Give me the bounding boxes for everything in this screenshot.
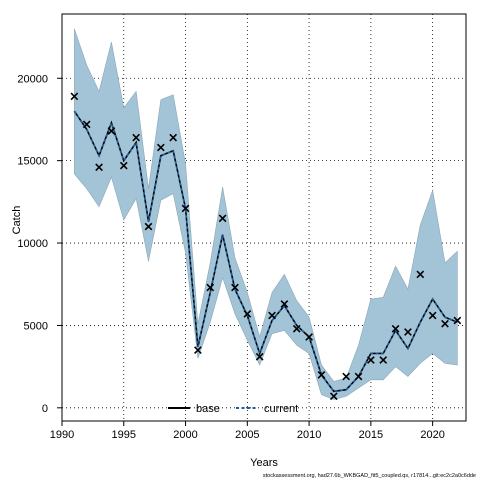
y-tick-label: 15000: [17, 156, 48, 168]
observed-point: [218, 214, 227, 223]
legend-label-base: base: [196, 403, 220, 415]
observed-point: [169, 133, 178, 142]
observed-point: [453, 316, 462, 325]
observed-point: [391, 324, 400, 333]
y-tick-label: 0: [42, 403, 48, 415]
observed-point: [367, 356, 375, 364]
observed-point: [231, 283, 239, 292]
footer-caption: stockassessment.org, had27.6b_WKBGAD_fit…: [262, 473, 476, 479]
y-tick-label: 20000: [17, 73, 48, 85]
observed-point: [70, 92, 79, 101]
y-tick-label: 5000: [24, 320, 48, 332]
y-tick-label: 10000: [17, 238, 48, 250]
observed-point: [416, 270, 425, 279]
x-tick-label: 2020: [420, 429, 444, 441]
observed-point: [243, 310, 252, 318]
series-line-current: [73, 110, 458, 393]
observed-point: [132, 133, 140, 142]
observed-point: [354, 372, 363, 381]
observed-point: [119, 161, 128, 170]
observed-points: [70, 92, 462, 401]
x-tick-label: 2005: [235, 429, 259, 441]
y-axis-label: Catch: [11, 206, 23, 235]
observed-point: [441, 319, 449, 328]
observed-point: [82, 120, 91, 129]
x-tick-label: 1995: [112, 429, 136, 441]
observed-point: [255, 352, 264, 361]
observed-point: [107, 127, 116, 135]
x-tick-label: 2015: [359, 429, 383, 441]
legend: base current: [168, 403, 298, 415]
observed-point: [317, 370, 326, 379]
observed-point: [292, 324, 301, 333]
x-tick-label: 2000: [173, 429, 197, 441]
observed-point: [379, 356, 388, 364]
y-axis: 0 5000 10000 15000 20000: [17, 73, 63, 415]
legend-label-current: current: [264, 403, 298, 415]
observed-point: [206, 283, 215, 292]
observed-point: [95, 163, 103, 172]
observed-point: [194, 346, 202, 355]
observed-point: [280, 300, 289, 308]
x-axis: 1990 1995 2000 2005 2010 2015 2020: [50, 420, 445, 441]
observed-point: [181, 204, 190, 213]
series-lines: [73, 110, 458, 393]
x-tick-label: 2010: [297, 429, 321, 441]
observed-point: [404, 328, 412, 336]
observed-point: [342, 372, 351, 381]
observed-point: [156, 143, 165, 152]
observed-point: [329, 392, 338, 401]
x-tick-label: 1990: [50, 429, 74, 441]
x-axis-label: Years: [250, 457, 278, 469]
observed-point: [268, 311, 276, 320]
observed-point: [305, 333, 313, 341]
observed-point: [428, 311, 437, 320]
observed-point: [144, 222, 153, 231]
confidence-band: [74, 28, 458, 400]
confidence-band-area: [74, 28, 458, 400]
